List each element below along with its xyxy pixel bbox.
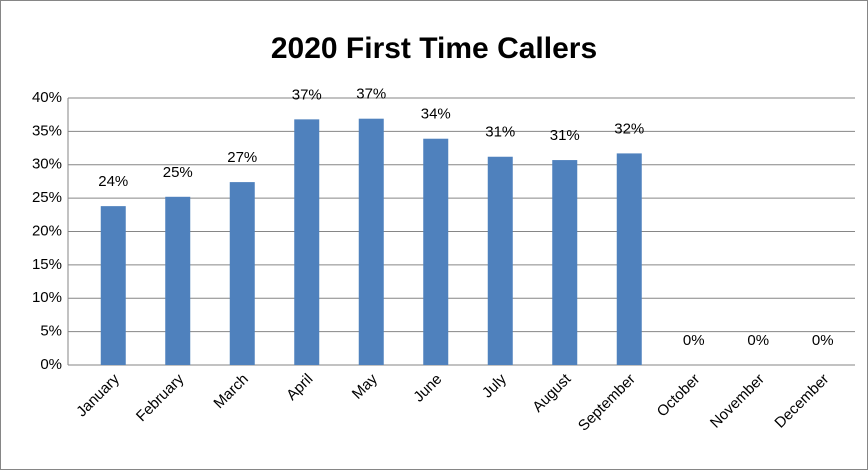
bar [552, 160, 578, 365]
y-tick-label: 25% [32, 189, 62, 206]
bar [487, 156, 513, 365]
value-label: 31% [550, 127, 580, 144]
chart-title: 2020 First Time Callers [271, 32, 597, 65]
y-tick-label: 5% [40, 323, 62, 340]
value-label: 24% [98, 173, 128, 190]
bar [616, 153, 642, 365]
bar [358, 118, 384, 365]
bar [229, 182, 255, 365]
value-label: 27% [227, 149, 257, 166]
y-tick-label: 20% [32, 222, 62, 239]
value-label: 0% [812, 332, 834, 349]
y-tick-label: 40% [32, 89, 62, 106]
value-label: 34% [421, 106, 451, 123]
value-label: 0% [683, 332, 705, 349]
y-tick-label: 0% [40, 356, 62, 373]
bar [294, 119, 320, 365]
value-label: 32% [614, 120, 644, 137]
bar [423, 138, 449, 365]
bar [100, 206, 126, 365]
y-tick-label: 30% [32, 156, 62, 173]
value-label: 37% [292, 86, 322, 103]
value-label: 31% [485, 124, 515, 141]
bar [165, 196, 191, 365]
y-tick-label: 15% [32, 256, 62, 273]
value-label: 25% [163, 164, 193, 181]
value-label: 0% [747, 332, 769, 349]
y-tick-label: 35% [32, 122, 62, 139]
value-label: 37% [356, 86, 386, 103]
y-tick-label: 10% [32, 289, 62, 306]
